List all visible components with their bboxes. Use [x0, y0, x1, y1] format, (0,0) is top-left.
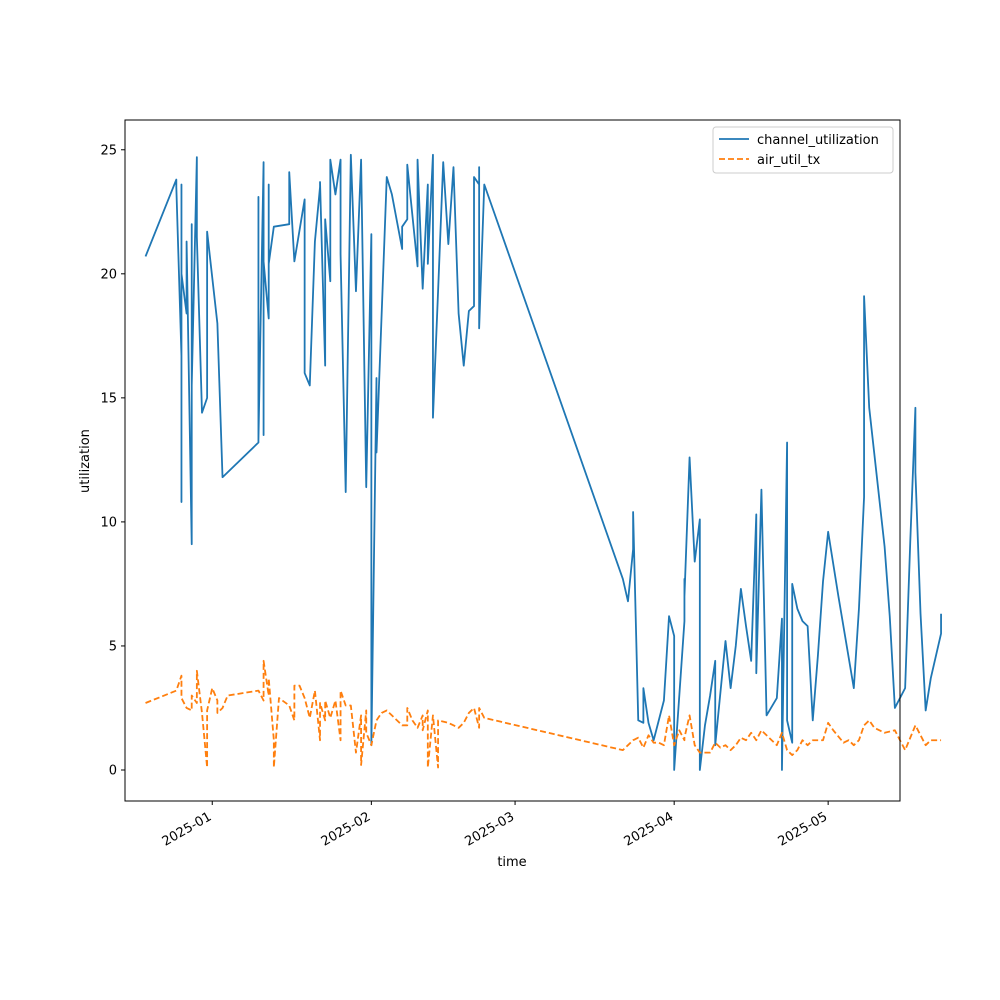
y-tick-label: 10	[100, 515, 117, 530]
y-tick-label: 25	[100, 143, 117, 158]
x-tick-label: 2025-01	[160, 809, 215, 849]
legend-box	[712, 126, 894, 174]
legend-label-air-util-tx: air_util_tx	[757, 153, 821, 168]
legend: channel_utilization air_util_tx	[712, 126, 894, 174]
x-tick-label: 2025-02	[319, 809, 374, 849]
x-tick-label: 2025-05	[776, 809, 831, 849]
y-tick-label: 20	[100, 267, 117, 282]
x-axis-title: time	[497, 855, 526, 870]
y-tick-label: 0	[109, 763, 117, 778]
y-tick-label: 5	[109, 639, 117, 654]
x-tick-label: 2025-03	[463, 809, 518, 849]
x-tick-label: 2025-04	[622, 809, 677, 849]
series-line-air-util-tx	[145, 659, 942, 769]
plot-series	[144, 153, 942, 771]
series-line-channel-utilization	[144, 153, 942, 771]
plot-frame	[124, 119, 901, 802]
y-axis-title: utilization	[78, 429, 93, 493]
y-tick-label: 15	[100, 391, 117, 406]
legend-label-channel-utilization: channel_utilization	[757, 133, 879, 148]
